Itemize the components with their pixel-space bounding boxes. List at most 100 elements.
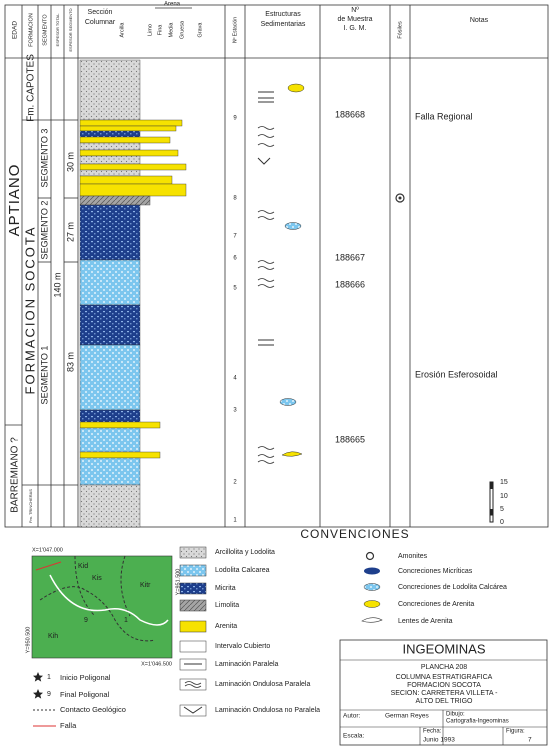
station-number: 6: [233, 256, 237, 262]
legend-label: Amonites: [398, 553, 428, 560]
legend-label: Concreciones Micríticas: [398, 568, 473, 575]
grain-size-label: Limo: [147, 24, 153, 36]
bed: [79, 142, 141, 151]
field-label: Fecha:: [423, 729, 442, 735]
title-line: FORMACION SOCOTA: [407, 682, 481, 689]
legend-label: Limolita: [215, 602, 239, 609]
scale-label: 0: [500, 519, 504, 526]
sandstone-concretion: [287, 83, 305, 93]
station-number: 3: [233, 408, 237, 414]
header-label: de Muestra: [337, 16, 372, 23]
sample-number: 188666: [335, 279, 365, 289]
wavy-lamination: [184, 681, 202, 685]
wavy-lamination: [257, 126, 275, 130]
segment-label: SEGMENTO 2: [39, 201, 49, 260]
station-number: 9: [233, 116, 237, 122]
sheet: PLANCHA 208: [421, 664, 467, 671]
map: [31, 555, 173, 659]
map-legend-label: Inicio Poligonal: [60, 673, 111, 682]
legend-icon: [364, 567, 380, 575]
bed: [79, 204, 141, 261]
field-label: Dibujo:: [446, 712, 465, 718]
map-unit: Kis: [92, 575, 102, 582]
column-border: [4, 4, 549, 528]
lithology-column: [79, 59, 187, 528]
scale-label: 10: [500, 493, 508, 500]
bed: [79, 259, 141, 306]
legend-label: Micrita: [215, 585, 236, 592]
map-unit: Kitr: [140, 582, 151, 589]
bed: [79, 451, 161, 459]
map-road: [49, 574, 169, 626]
bed: [79, 175, 173, 185]
age-label: BARREMIANO ?: [10, 437, 21, 513]
bed: [79, 409, 141, 423]
wavy-lamination: [257, 143, 275, 147]
map-contact: [39, 586, 156, 642]
map-coordinate: X=1'047.000: [32, 547, 63, 553]
bed: [79, 421, 161, 429]
header-label: Sedimentarias: [261, 21, 306, 28]
legend-label: Concreciones de Arenita: [398, 601, 474, 608]
header-label: ESPESOR SEGMENTO: [68, 8, 73, 51]
legend-box: [179, 582, 207, 595]
bed: [79, 169, 141, 177]
legend-box: [179, 620, 207, 633]
map-point: 1: [124, 617, 128, 624]
scale-fill: [490, 509, 493, 516]
sandstone-lens: [281, 451, 303, 457]
sample-number: 188665: [335, 434, 365, 444]
title-line: ALTO DEL TRIGO: [416, 698, 473, 705]
bed: [79, 484, 141, 528]
field-label: Autor:: [343, 713, 361, 720]
grain-size-label: Gruesa: [179, 20, 185, 39]
formation-label: Fm. CAPOTES: [26, 54, 37, 122]
legend-label: Laminación Ondulosa no Paralela: [215, 707, 320, 714]
map-point: 9: [84, 617, 88, 624]
bed: [79, 344, 141, 411]
bed: [79, 119, 183, 127]
map-coordinate: Y=951.500: [175, 569, 181, 596]
star: [33, 689, 43, 699]
map-legend-label: Contacto Geológico: [60, 705, 126, 714]
legend-box: [179, 546, 207, 559]
wavy-lamination: [257, 210, 275, 214]
field-label: Figura:: [506, 729, 525, 735]
legend-box: [179, 599, 207, 612]
bed: [79, 195, 151, 206]
header-label: SEGMENTO: [42, 14, 48, 46]
header-label: Arena: [164, 2, 181, 8]
legend-point: 1: [47, 674, 51, 681]
sample-number: 188667: [335, 252, 365, 262]
sample-number: 188668: [335, 109, 365, 119]
mudstone-concretion: [279, 398, 297, 406]
legend-label: Lodolita Calcarea: [215, 567, 270, 574]
legend-icon: [361, 617, 383, 623]
grain-size-label: Media: [168, 22, 174, 38]
bed: [79, 149, 179, 157]
frame: [4, 4, 549, 528]
thickness-label: 83 m: [65, 352, 75, 372]
bed: [79, 136, 171, 144]
wavy-lamination: [257, 134, 275, 138]
scale-label: 5: [500, 506, 504, 513]
legend-label: Laminación Paralela: [215, 661, 279, 668]
field-value: Junio 1993: [423, 737, 455, 744]
map-legend-label: Final Poligonal: [60, 690, 110, 699]
wavy-lamination: [257, 157, 271, 165]
conventions-title: CONVENCIONES: [300, 527, 409, 541]
legend-box: [179, 564, 207, 577]
legend-box: [179, 678, 207, 691]
scale-label: 15: [500, 479, 508, 486]
map-unit: Kih: [48, 633, 58, 640]
station-number: 5: [233, 286, 237, 292]
bed: [79, 163, 187, 171]
grain-size-label: Grava: [197, 22, 203, 38]
header-label: Estructuras: [265, 11, 301, 18]
legend-label: Arcillolita y Lodolita: [215, 549, 275, 556]
bed: [79, 155, 141, 165]
field-value: German Reyes: [385, 713, 429, 720]
header-label: Nº: [351, 7, 359, 14]
formation-label: FORMACION SOCOTA: [22, 226, 37, 395]
bed: [79, 427, 141, 453]
